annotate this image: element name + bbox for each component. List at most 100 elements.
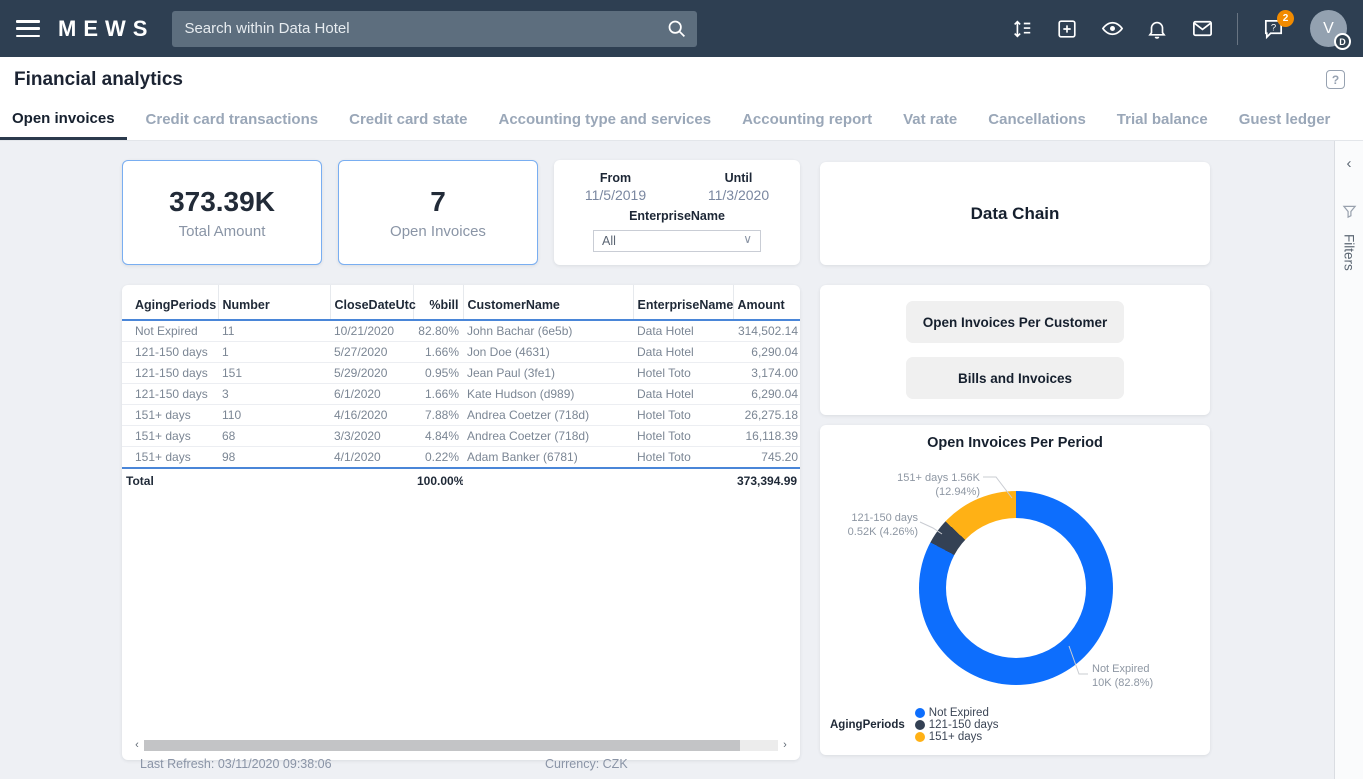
data-chain-title: Data Chain	[970, 203, 1060, 223]
legend-item-121-150-days[interactable]: 121-150 days	[914, 719, 998, 731]
tab-credit-card-transactions[interactable]: Credit card transactions	[145, 111, 319, 128]
search-icon[interactable]	[666, 18, 687, 44]
date-filter-card: From 11/5/2019 Until 11/3/2020 Enterpris…	[554, 160, 800, 265]
enterprise-select[interactable]: All ∨	[593, 230, 761, 252]
callout-not-expired: Not Expired 10K (82.8%)	[1092, 663, 1154, 689]
total-pct: 100.00%	[413, 467, 463, 493]
tab-open-invoices[interactable]: Open invoices	[0, 99, 127, 140]
help-chat-icon[interactable]: ? 2	[1261, 9, 1294, 41]
scroll-right-arrow-icon[interactable]: ›	[783, 739, 787, 751]
tab-vat-rate[interactable]: Vat rate	[903, 111, 958, 128]
cell-customer: John Bachar (6e5b)	[463, 320, 633, 342]
open-invoices-table: AgingPeriods Number CloseDateUtc %bill C…	[122, 285, 800, 493]
col-number[interactable]: Number	[217, 285, 330, 321]
last-refresh-text: Last Refresh: 03/11/2020 09:38:06	[140, 757, 332, 771]
kpi-value: 373.39K	[169, 185, 275, 217]
col-close-date[interactable]: CloseDateUtc	[329, 285, 416, 321]
cell-pctbill: 4.84%	[413, 425, 463, 447]
table-row[interactable]: 151+ days 68 3/3/2020 4.84% Andrea Coetzer (…	[122, 425, 800, 447]
data-chain-card[interactable]: Data Chain	[820, 162, 1210, 265]
chart-legend: AgingPeriods Not Expired 121-150 days 151+…	[830, 707, 1009, 743]
cell-pctbill: 0.22%	[413, 446, 463, 469]
cell-closedate: 5/27/2020	[330, 341, 413, 363]
cell-number: 110	[218, 404, 330, 426]
tab-cancellations[interactable]: Cancellations	[988, 111, 1086, 128]
table-row[interactable]: 121-150 days 151 5/29/2020 0.95% Jean Paul (…	[122, 362, 800, 384]
page-help-button[interactable]: ?	[1326, 70, 1345, 89]
cell-enterprise: Data Hotel	[633, 320, 733, 342]
global-search	[172, 10, 698, 47]
avatar[interactable]: V D	[1310, 10, 1351, 50]
col-enterprise-name[interactable]: EnterpriseName	[632, 285, 733, 321]
cell-amount: 3,174.00	[733, 362, 800, 384]
table-header-row: AgingPeriods Number CloseDateUtc %bill C…	[122, 285, 800, 321]
filter-funnel-icon[interactable]	[1342, 204, 1357, 224]
cell-number: 98	[218, 446, 330, 469]
cell-closedate: 5/29/2020	[330, 362, 413, 384]
topbar-icons: ? 2 V D	[1010, 9, 1351, 50]
table-row[interactable]: 151+ days 98 4/1/2020 0.22% Adam Banker (678…	[122, 446, 800, 469]
cell-aging: 121-150 days	[122, 383, 218, 405]
from-value[interactable]: 11/5/2019	[584, 187, 647, 203]
cell-amount: 6,290.04	[733, 341, 800, 363]
table-row[interactable]: Not Expired 11 10/21/2020 82.80% John Bachar…	[122, 320, 800, 342]
until-value[interactable]: 11/3/2020	[707, 187, 770, 203]
cell-aging: 151+ days	[122, 404, 218, 426]
scrollbar-track[interactable]	[144, 740, 778, 751]
callout-121-150-days: 121-150 days 0.52K (4.26%)	[847, 512, 918, 538]
horizontal-scrollbar: ‹ ›	[130, 739, 792, 752]
open-invoices-per-customer-button[interactable]: Open Invoices Per Customer	[906, 301, 1124, 343]
collapse-rail-icon[interactable]: ‹	[1346, 155, 1352, 172]
kpi-open-invoices[interactable]: 7 Open Invoices	[338, 160, 538, 265]
col-amount[interactable]: Amount	[732, 285, 800, 321]
bills-and-invoices-button[interactable]: Bills and Invoices	[906, 357, 1124, 399]
cell-customer: Kate Hudson (d989)	[463, 383, 633, 405]
legend-item-151-days[interactable]: 151+ days	[914, 731, 999, 743]
filters-rail-label[interactable]: Filters	[1341, 234, 1357, 271]
cell-closedate: 4/16/2020	[330, 404, 413, 426]
cell-enterprise: Hotel Toto	[633, 425, 733, 447]
cell-enterprise: Hotel Toto	[633, 446, 733, 469]
cell-aging: 151+ days	[122, 446, 218, 469]
donut-chart[interactable]	[919, 491, 1113, 685]
table-row[interactable]: 121-150 days 3 6/1/2020 1.66% Kate Hudson (d…	[122, 383, 800, 405]
col-customer-name[interactable]: CustomerName	[462, 285, 633, 321]
col-aging-periods[interactable]: AgingPeriods	[122, 285, 218, 321]
table-row[interactable]: 151+ days 110 4/16/2020 7.88% Andrea Coetzer…	[122, 404, 800, 426]
row-density-icon[interactable]	[1010, 17, 1034, 41]
cell-customer: Jean Paul (3fe1)	[463, 362, 633, 384]
cell-pctbill: 7.88%	[413, 404, 463, 426]
mail-icon[interactable]	[1190, 17, 1214, 41]
cell-amount: 16,118.39	[733, 425, 800, 447]
tab-trial-balance[interactable]: Trial balance	[1116, 111, 1208, 128]
avatar-sub-badge: D	[1334, 33, 1351, 50]
page-header: Financial analytics ? Open invoices Credi…	[0, 57, 1363, 141]
search-input[interactable]	[172, 10, 698, 47]
table-row[interactable]: 121-150 days 1 5/27/2020 1.66% Jon Doe (4631…	[122, 341, 800, 363]
legend-dot-icon	[914, 708, 925, 718]
tab-guest-ledger[interactable]: Guest ledger	[1238, 111, 1331, 128]
hamburger-menu-icon[interactable]	[16, 20, 40, 37]
kpi-value: 7	[430, 185, 446, 217]
legend-dot-icon	[914, 720, 925, 730]
tab-accounting-report[interactable]: Accounting report	[742, 111, 873, 128]
add-icon[interactable]	[1055, 17, 1079, 41]
scrollbar-thumb[interactable]	[144, 740, 740, 751]
cell-customer: Andrea Coetzer (718d)	[463, 425, 633, 447]
cell-closedate: 10/21/2020	[330, 320, 413, 342]
topbar: MEWS ? 2	[0, 0, 1363, 57]
legend-item-not-expired[interactable]: Not Expired	[914, 707, 999, 719]
scroll-left-arrow-icon[interactable]: ‹	[135, 739, 139, 751]
notifications-bell-icon[interactable]	[1145, 17, 1169, 41]
kpi-total-amount[interactable]: 373.39K Total Amount	[122, 160, 322, 265]
cell-amount: 6,290.04	[733, 383, 800, 405]
view-eye-icon[interactable]	[1100, 17, 1124, 41]
table-body: Not Expired 11 10/21/2020 82.80% John Bachar…	[122, 320, 800, 469]
tab-accounting-type-and-services[interactable]: Accounting type and services	[498, 111, 712, 128]
table-total-row: Total 100.00% 373,394.99	[122, 467, 800, 493]
cell-customer: Adam Banker (6781)	[463, 446, 633, 469]
kpi-label: Open Invoices	[390, 222, 486, 240]
col-pct-bill[interactable]: %bill	[412, 285, 463, 321]
tab-credit-card-state[interactable]: Credit card state	[349, 111, 468, 128]
